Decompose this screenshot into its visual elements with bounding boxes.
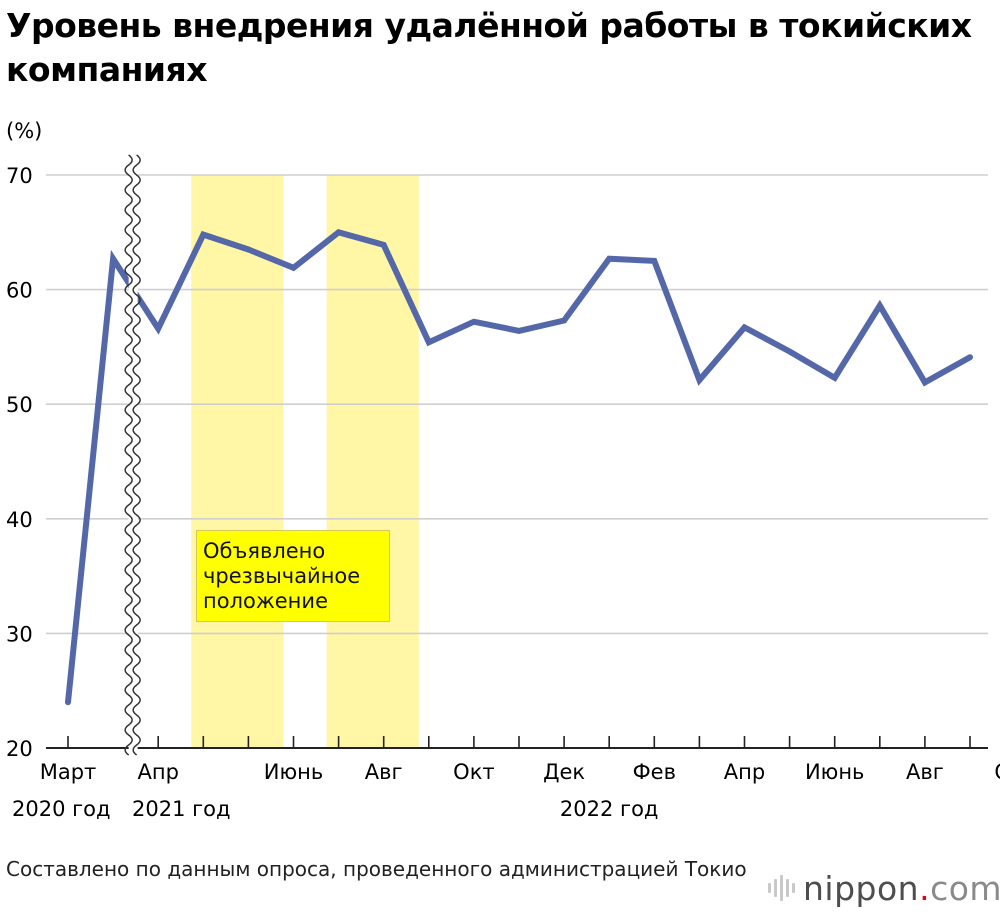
x-label-9: Окт (453, 760, 494, 784)
x-label-13: Фев (633, 760, 676, 784)
logo-bars-icon (768, 875, 795, 901)
logo-main: nippon (803, 868, 920, 908)
x-label-21: Окт (994, 760, 1000, 784)
logo-dot: . (919, 868, 931, 908)
emergency-period-1 (326, 175, 419, 748)
x-label-2: Апр (137, 760, 178, 784)
chart-title: Уровень внедрения удалённой работы в ток… (6, 6, 972, 89)
data-point-7 (381, 242, 386, 248)
data-point-9 (471, 319, 477, 324)
data-point-12 (607, 256, 612, 261)
emergency-annotation: Объявлено чрезвычайное положение (196, 530, 390, 622)
year-label-0: 2020 год (12, 797, 111, 821)
data-point-11 (561, 318, 567, 323)
axis-break-icon (124, 154, 141, 756)
x-label-7: Авг (365, 760, 403, 784)
y-tick-40: 40 (6, 508, 33, 532)
logo-tld: com (930, 868, 1000, 908)
y-tick-60: 60 (6, 279, 33, 303)
y-tick-30: 30 (6, 622, 33, 646)
data-point-2 (156, 326, 161, 331)
x-label-19: Авг (906, 760, 944, 784)
x-label-17: Июнь (805, 760, 865, 784)
data-point-6 (336, 230, 341, 235)
year-labels: 2020 год 2021 год 2022 год (12, 797, 658, 821)
data-point-18 (877, 303, 882, 308)
y-tick-labels: 20 30 40 50 60 70 (6, 164, 33, 761)
x-tick-labels: Март Апр Июнь Авг Окт Дек Фев Апр Июнь Авг Окт (40, 760, 1000, 784)
nippon-logo: nippon.com (768, 866, 1000, 910)
data-point-20 (967, 355, 973, 360)
data-point-0 (65, 699, 71, 705)
year-label-2: 2021 год (132, 797, 231, 821)
data-point-19 (922, 380, 928, 385)
year-label-12: 2022 год (560, 797, 659, 821)
x-label-5: Июнь (264, 760, 324, 784)
axis-break-line-left (124, 154, 133, 756)
data-point-10 (516, 328, 522, 334)
data-point-15 (742, 325, 747, 330)
data-point-8 (426, 340, 431, 345)
data-point-4 (246, 247, 251, 252)
x-label-15: Апр (724, 760, 765, 784)
data-point-17 (832, 375, 837, 381)
x-label-11: Дек (543, 760, 585, 784)
data-point-13 (652, 258, 657, 264)
grid-lines (46, 174, 988, 749)
y-tick-20: 20 (6, 737, 33, 761)
x-ticks (67, 736, 971, 748)
y-tick-50: 50 (6, 393, 33, 417)
y-tick-70: 70 (6, 164, 33, 188)
series-line (65, 229, 973, 706)
data-point-5 (291, 265, 296, 271)
data-point-3 (201, 232, 206, 237)
emergency-period-0 (191, 175, 284, 748)
data-point-16 (787, 349, 792, 354)
x-label-0: Март (40, 760, 97, 784)
emergency-periods (191, 175, 419, 748)
axis-break-line-right (132, 154, 141, 756)
axis-break-gap (128, 155, 138, 752)
y-axis-label: (%) (6, 119, 42, 143)
source-note: Составлено по данным опроса, проведенног… (6, 857, 747, 881)
data-point-1 (110, 256, 116, 261)
data-point-14 (697, 377, 702, 383)
